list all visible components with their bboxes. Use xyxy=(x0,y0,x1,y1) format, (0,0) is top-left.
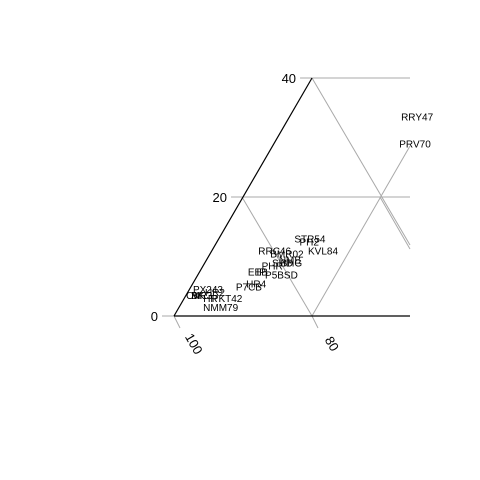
point-label: P7CB xyxy=(236,282,262,293)
point-label: HR2 xyxy=(205,288,225,299)
point-label: RRY47 xyxy=(401,113,433,124)
left-tick-label: 0 xyxy=(151,309,158,324)
bottom-tick-stub-100 xyxy=(173,315,181,329)
bottom-tick-label: 100 xyxy=(182,331,206,357)
point-label: PRV70 xyxy=(399,139,431,150)
axes xyxy=(173,77,410,317)
grid-line-diag-2 xyxy=(311,77,411,246)
grid-line-diag-1 xyxy=(241,196,313,317)
point-label: BK xyxy=(191,291,205,302)
point-label: SHD xyxy=(272,258,293,269)
point-labels: RRY47PRV70STR54PH2KVL84RRC46BMR02NMBSHDB… xyxy=(186,113,433,314)
left-axis-line xyxy=(173,77,313,317)
point-label: MR3 xyxy=(191,291,213,302)
bottom-tick-stub-80 xyxy=(311,315,319,329)
left-tick-label: 40 xyxy=(282,71,296,86)
point-label: BHG xyxy=(281,258,303,269)
point-label: PH2 xyxy=(299,238,319,249)
point-label: PHR xyxy=(262,261,283,272)
left-tick-label: 20 xyxy=(213,190,227,205)
point-label: OM xyxy=(186,291,202,302)
bottom-tick-label: 80 xyxy=(322,334,342,354)
point-label: BMR02 xyxy=(270,250,304,261)
point-label: P5BSD xyxy=(265,270,298,281)
point-label: IP xyxy=(256,267,266,278)
point-label: RRC46 xyxy=(258,247,291,258)
point-label: STR54 xyxy=(294,235,326,246)
point-label: PX243 xyxy=(193,285,223,296)
point-label: NMM79 xyxy=(203,303,238,314)
point-label: EEB xyxy=(248,267,268,278)
point-label: NMB xyxy=(279,255,302,266)
point-label: PKT42 xyxy=(212,294,243,305)
point-label: HR xyxy=(203,294,217,305)
grid-line-diag-4 xyxy=(379,196,411,250)
point-label: KVL84 xyxy=(308,247,338,258)
point-label: HR4 xyxy=(246,279,266,290)
grid-line-diag-3 xyxy=(311,145,411,317)
